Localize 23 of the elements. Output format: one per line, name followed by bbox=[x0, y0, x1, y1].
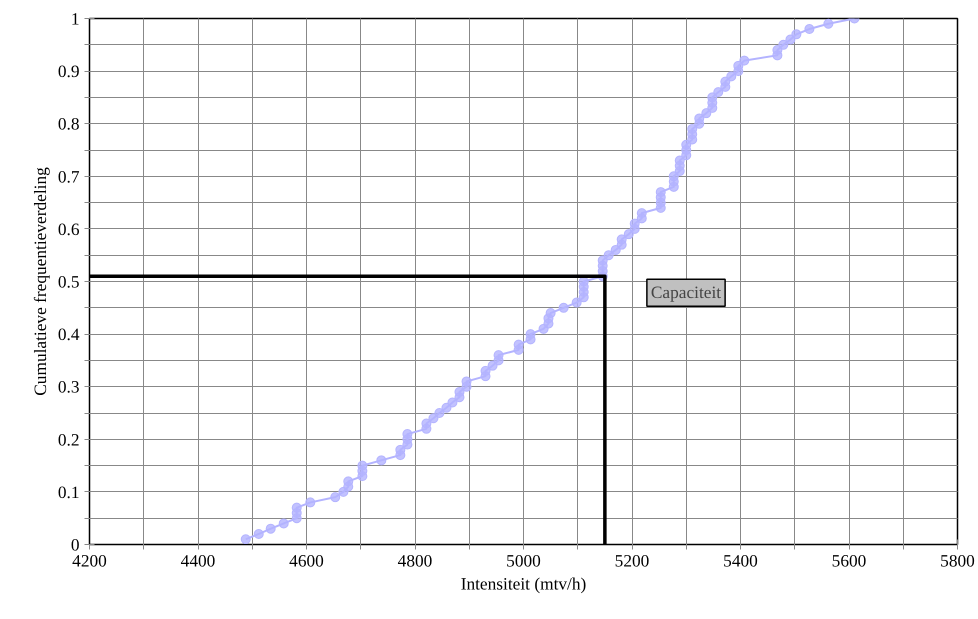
y-tick-label: 1 bbox=[70, 10, 80, 28]
x-tick-label: 5000 bbox=[506, 552, 541, 570]
y-axis-title: Cumulatieve frequentieverdeling bbox=[30, 166, 50, 396]
x-tick-label: 5800 bbox=[940, 552, 975, 570]
x-tick-label: 4800 bbox=[398, 552, 432, 570]
x-axis-title: Intensiteit (mtv/h) bbox=[460, 574, 587, 594]
x-tick-label: 5600 bbox=[832, 552, 866, 570]
y-tick-label: 0.8 bbox=[58, 114, 80, 134]
x-tick-label: 5400 bbox=[723, 552, 758, 570]
y-tick-label: 0.1 bbox=[58, 482, 80, 502]
y-tick-label: 0.2 bbox=[58, 430, 80, 450]
y-tick-label: 0.3 bbox=[58, 378, 80, 397]
x-tick-label: 4200 bbox=[72, 552, 107, 570]
x-tick-label: 4400 bbox=[180, 552, 216, 570]
y-tick-label: 0.9 bbox=[58, 62, 80, 82]
y-tick-label: 0 bbox=[70, 536, 80, 554]
y-tick-label: 0.6 bbox=[58, 220, 80, 239]
y-tick-label: 0.5 bbox=[58, 272, 80, 292]
x-tick-label: 5200 bbox=[614, 552, 650, 570]
y-tick-label: 0.7 bbox=[58, 167, 80, 186]
annotation: Capaciteit bbox=[650, 283, 722, 302]
y-tick-label: 0.4 bbox=[58, 325, 80, 344]
x-tick-label: 4600 bbox=[289, 552, 324, 570]
